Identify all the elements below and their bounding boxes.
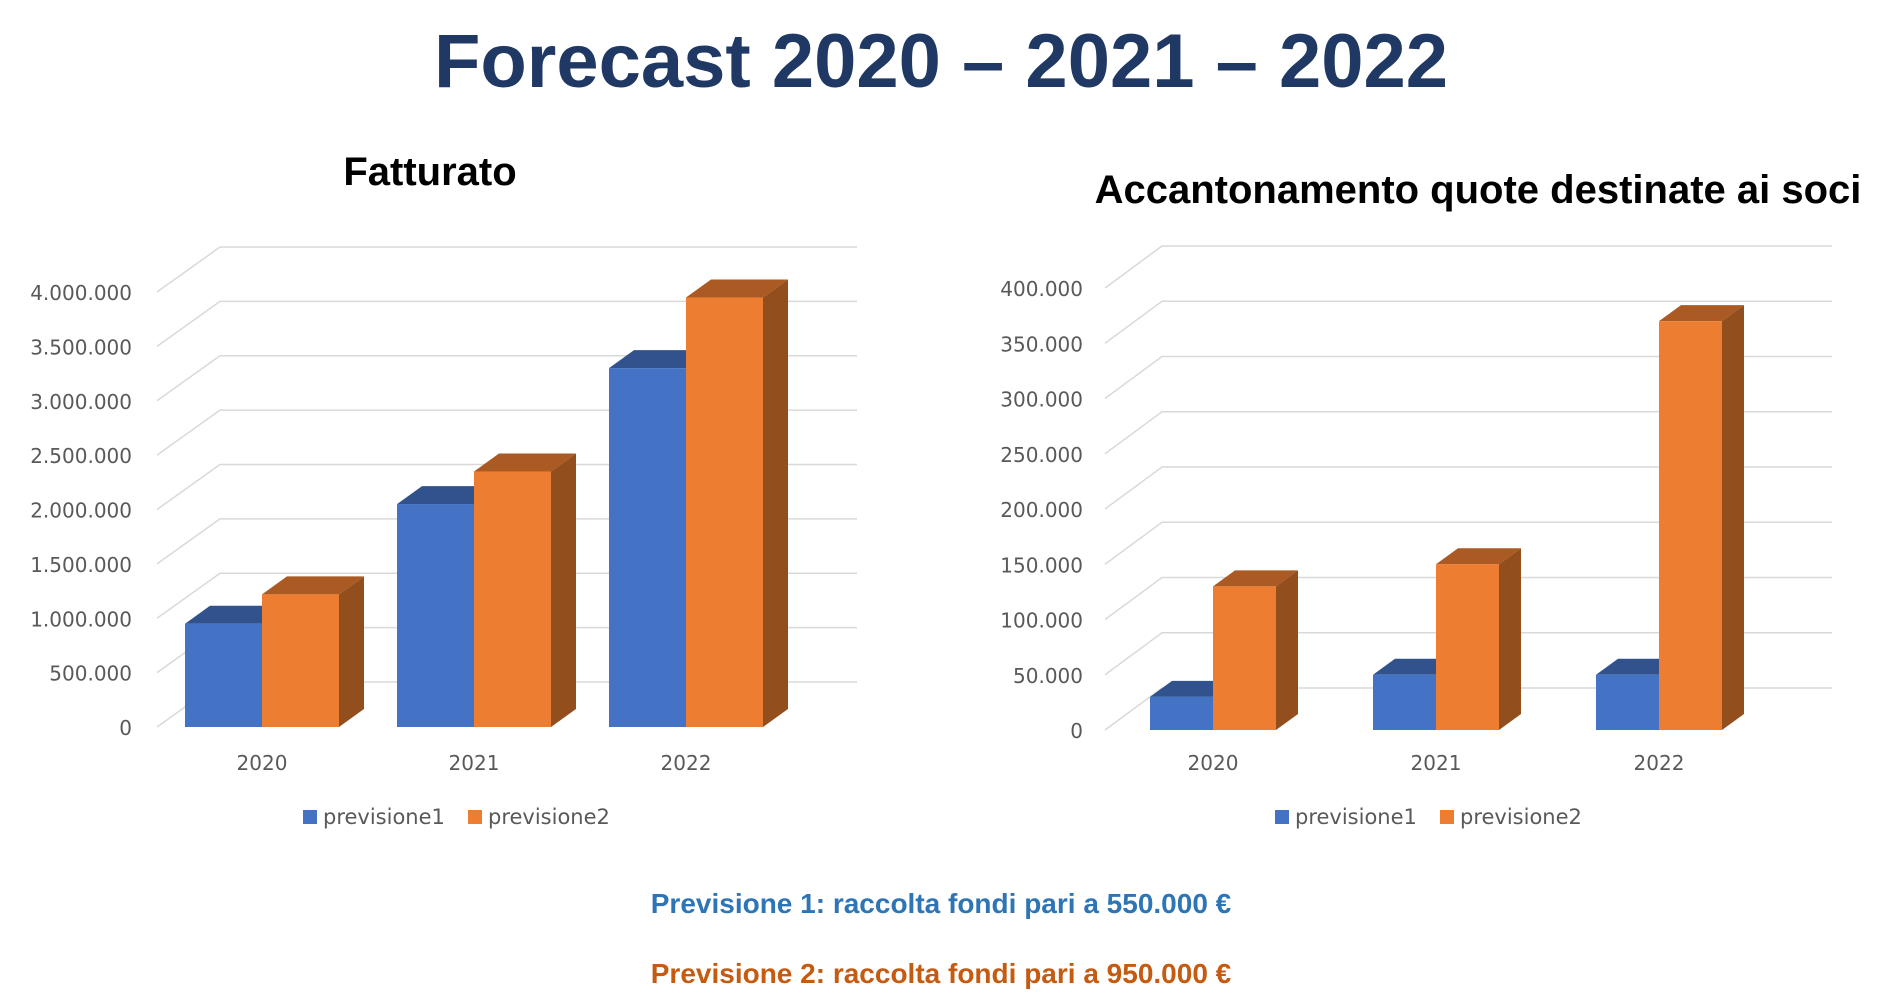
y-tick-label: 2.500.000 xyxy=(30,444,132,468)
bar-side xyxy=(1276,570,1298,730)
bar-top xyxy=(474,453,576,472)
legend-label-previsione2: previsione2 xyxy=(488,805,610,829)
chart-title: Fatturato xyxy=(343,150,516,194)
y-tick-label: 350.000 xyxy=(1000,332,1083,356)
y-tick-label: 200.000 xyxy=(1000,498,1083,522)
gridline xyxy=(1104,521,1832,565)
bar-top xyxy=(1213,570,1298,587)
bar-previsione2-2021 xyxy=(474,453,576,727)
bar-previsione2-2022 xyxy=(686,279,788,727)
x-tick-label: 2020 xyxy=(1188,751,1239,775)
chart-1: Fatturato 0 500.000 1.000.000 1.500.000 2.000… xyxy=(30,150,857,829)
y-tick-label: 100.000 xyxy=(1000,609,1083,633)
legend-label-previsione2: previsione2 xyxy=(1460,805,1582,829)
y-tick-label: 50.000 xyxy=(1013,664,1083,688)
legend-swatch-previsione1 xyxy=(1275,810,1289,824)
note-previsione2: Previsione 2: raccolta fondi pari a 950.… xyxy=(650,958,1232,989)
gridline xyxy=(1104,355,1832,400)
y-tick-label: 4.000.000 xyxy=(30,281,132,305)
bar-previsione2-2020 xyxy=(262,576,364,727)
x-tick-label: 2022 xyxy=(1634,751,1685,775)
gridline xyxy=(1104,466,1832,510)
bar-front xyxy=(185,623,262,727)
y-tick-label: 0 xyxy=(119,716,132,740)
legend-label-previsione1: previsione1 xyxy=(323,805,445,829)
bar-side xyxy=(551,453,576,727)
y-tick-label: 400.000 xyxy=(1000,277,1083,301)
bar-top xyxy=(1436,548,1521,565)
gridline xyxy=(1104,632,1832,676)
legend-swatch-previsione2 xyxy=(1440,810,1454,824)
bar-previsione2-2021 xyxy=(1436,548,1521,730)
x-tick-label: 2022 xyxy=(661,751,712,775)
gridline xyxy=(1104,576,1832,621)
bar-front xyxy=(262,594,339,727)
bar-front xyxy=(474,471,551,727)
bar-front xyxy=(1659,321,1722,730)
legend-swatch-previsione2 xyxy=(468,810,482,824)
gridline xyxy=(1104,245,1832,289)
bar-top xyxy=(686,279,788,298)
bar-previsione2-2022 xyxy=(1659,305,1744,730)
y-tick-label: 250.000 xyxy=(1000,443,1083,467)
bar-top xyxy=(1659,305,1744,322)
y-tick-label: 3.500.000 xyxy=(30,335,132,359)
chart-2: Accantonamento quote destinate ai soci 0 5… xyxy=(1000,168,1861,829)
bar-top xyxy=(262,576,364,595)
bar-side xyxy=(339,576,364,727)
y-tick-label: 1.500.000 xyxy=(30,553,132,577)
bar-front xyxy=(1436,564,1499,730)
y-tick-label: 150.000 xyxy=(1000,553,1083,577)
y-tick-label: 3.000.000 xyxy=(30,390,132,414)
bar-front xyxy=(397,504,474,727)
note-previsione1: Previsione 1: raccolta fondi pari a 550.… xyxy=(650,888,1232,919)
x-tick-label: 2020 xyxy=(237,751,288,775)
gridline xyxy=(156,246,857,293)
bar-front xyxy=(1373,674,1436,730)
y-tick-label: 0 xyxy=(1070,719,1083,743)
bar-previsione2-2020 xyxy=(1213,570,1298,730)
x-tick-label: 2021 xyxy=(449,751,500,775)
gridline xyxy=(1104,300,1832,344)
bar-top xyxy=(185,605,287,624)
y-tick-label: 1.000.000 xyxy=(30,607,132,631)
bar-front xyxy=(609,368,686,727)
bar-front xyxy=(686,297,763,727)
bar-front xyxy=(1596,674,1659,730)
bar-front xyxy=(1213,586,1276,730)
legend-swatch-previsione1 xyxy=(303,810,317,824)
legend-label-previsione1: previsione1 xyxy=(1295,805,1417,829)
bar-side xyxy=(763,279,788,727)
gridline xyxy=(156,300,857,347)
y-tick-label: 300.000 xyxy=(1000,388,1083,412)
bar-side xyxy=(1722,305,1744,730)
gridline xyxy=(1104,411,1832,455)
y-tick-label: 2.000.000 xyxy=(30,499,132,523)
bar-front xyxy=(1150,696,1213,730)
bar-top xyxy=(397,486,499,505)
y-tick-label: 500.000 xyxy=(49,662,132,686)
x-tick-label: 2021 xyxy=(1411,751,1462,775)
bar-top xyxy=(609,350,711,369)
page-title: Forecast 2020 – 2021 – 2022 xyxy=(433,19,1449,104)
bar-side xyxy=(1499,548,1521,730)
chart-title: Accantonamento quote destinate ai soci xyxy=(1095,168,1862,212)
